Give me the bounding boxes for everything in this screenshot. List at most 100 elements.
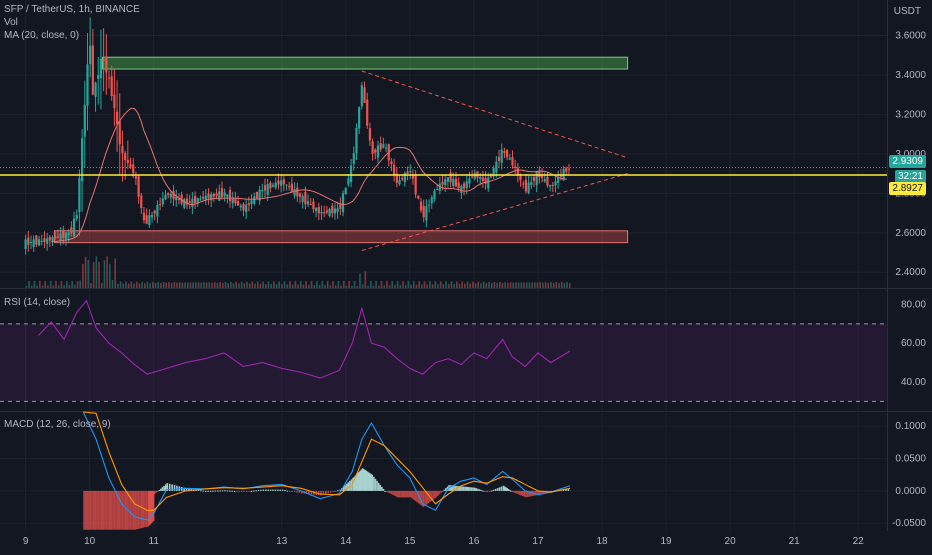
volume-bar bbox=[485, 283, 488, 288]
ma-legend[interactable]: MA (20, close, 0) bbox=[4, 30, 80, 41]
macd-histogram-bar bbox=[472, 487, 474, 491]
macd-histogram-bar bbox=[357, 473, 359, 491]
volume-bar bbox=[512, 282, 515, 288]
volume-bar bbox=[125, 281, 127, 288]
candle-body bbox=[352, 153, 355, 164]
macd-histogram-bar bbox=[96, 490, 98, 530]
volume-bar bbox=[418, 281, 420, 288]
macd-histogram-bar bbox=[148, 490, 150, 526]
volume-bar bbox=[146, 281, 149, 288]
candle-body bbox=[296, 187, 299, 197]
volume-bar bbox=[82, 264, 84, 288]
volume-bar bbox=[235, 281, 238, 288]
volume-bar bbox=[106, 256, 108, 288]
macd-histogram-bar bbox=[370, 473, 372, 491]
volume-bar bbox=[41, 285, 44, 288]
macd-histogram-bar bbox=[464, 486, 466, 491]
volume-bar bbox=[103, 260, 106, 288]
candle-body bbox=[530, 181, 533, 185]
candle-body bbox=[231, 197, 234, 204]
volume-bar bbox=[224, 281, 227, 288]
volume-bar bbox=[547, 282, 550, 288]
macd-histogram-bar bbox=[517, 490, 519, 495]
volume-bar bbox=[528, 282, 531, 288]
x-tick-label: 10 bbox=[84, 536, 96, 547]
volume-bar bbox=[348, 281, 350, 288]
candle-body bbox=[301, 195, 304, 202]
volume-bar bbox=[84, 256, 87, 288]
volume-bar bbox=[555, 282, 558, 288]
volume-bar bbox=[230, 281, 232, 288]
macd-histogram-bar bbox=[152, 490, 154, 522]
candle-body bbox=[444, 179, 447, 186]
volume-bar bbox=[353, 281, 356, 288]
macd-histogram-bar bbox=[400, 490, 402, 498]
volume-bar bbox=[95, 256, 98, 288]
candle-body bbox=[43, 238, 46, 243]
volume-bar bbox=[439, 281, 442, 288]
rsi-legend[interactable]: RSI (14, close) bbox=[4, 297, 71, 308]
volume-bar bbox=[504, 282, 507, 288]
candle-body bbox=[239, 205, 242, 208]
candle-body bbox=[393, 164, 396, 175]
macd-histogram-bar bbox=[515, 490, 518, 494]
volume-bar bbox=[383, 285, 385, 288]
macd-histogram-bar bbox=[124, 490, 127, 530]
macd-histogram-bar bbox=[94, 490, 97, 530]
currency-label[interactable]: USDT bbox=[893, 6, 921, 17]
volume-bar bbox=[213, 282, 216, 288]
volume-bar bbox=[211, 282, 213, 288]
volume-bar bbox=[162, 282, 165, 288]
macd-histogram-bar bbox=[359, 470, 362, 491]
candle-body bbox=[169, 193, 172, 198]
volume-bar bbox=[98, 261, 100, 288]
x-tick-label: 11 bbox=[149, 536, 160, 547]
symbol-legend[interactable]: SFP / TetherUS, 1h, BINANCE bbox=[4, 4, 140, 15]
macd-histogram-bar bbox=[148, 490, 151, 525]
volume-bar bbox=[200, 282, 203, 288]
volume-bar bbox=[380, 281, 383, 288]
candle-body bbox=[180, 194, 183, 204]
candle-body bbox=[320, 211, 323, 214]
candle-body bbox=[54, 236, 57, 239]
candle-body bbox=[245, 204, 248, 213]
macd-histogram-bar bbox=[139, 490, 141, 529]
macd-histogram-bar bbox=[325, 490, 327, 494]
candle-body bbox=[102, 59, 105, 62]
volume-bar bbox=[482, 281, 485, 288]
macd-histogram-bar bbox=[305, 490, 308, 494]
macd-histogram-bar bbox=[417, 490, 420, 504]
macd-histogram-bar bbox=[496, 488, 499, 491]
macd-histogram-bar bbox=[490, 490, 493, 492]
volume-bar bbox=[501, 282, 504, 288]
candle-body bbox=[522, 183, 525, 185]
candle-body bbox=[72, 218, 76, 237]
candle-body bbox=[366, 99, 369, 126]
candle-body bbox=[91, 45, 94, 95]
volume-bar bbox=[127, 283, 130, 288]
macd-histogram-bar bbox=[425, 490, 428, 505]
volume-legend[interactable]: Vol bbox=[4, 17, 18, 28]
macd-histogram-bar bbox=[102, 490, 105, 530]
candle-body bbox=[218, 191, 221, 201]
volume-bar bbox=[375, 281, 377, 288]
candle-body bbox=[56, 236, 59, 238]
candle-body bbox=[258, 189, 261, 201]
candle-body bbox=[519, 174, 522, 181]
macd-legend[interactable]: MACD (12, 26, close, 9) bbox=[4, 419, 111, 430]
volume-bar bbox=[474, 283, 477, 288]
candle-body bbox=[164, 194, 167, 200]
macd-histogram-bar bbox=[347, 482, 350, 491]
candle-body bbox=[97, 75, 100, 79]
volume-bar bbox=[351, 285, 353, 288]
candle-body bbox=[142, 212, 146, 221]
macd-histogram-bar bbox=[298, 490, 301, 494]
candle-body bbox=[492, 168, 495, 177]
candle-body bbox=[449, 172, 452, 183]
macd-histogram-bar bbox=[406, 490, 409, 498]
macd-histogram-bar bbox=[451, 485, 454, 491]
macd-histogram-bar bbox=[152, 490, 155, 521]
candle-body bbox=[250, 200, 253, 205]
candle-body bbox=[304, 192, 307, 205]
macd-histogram-bar bbox=[288, 490, 291, 492]
